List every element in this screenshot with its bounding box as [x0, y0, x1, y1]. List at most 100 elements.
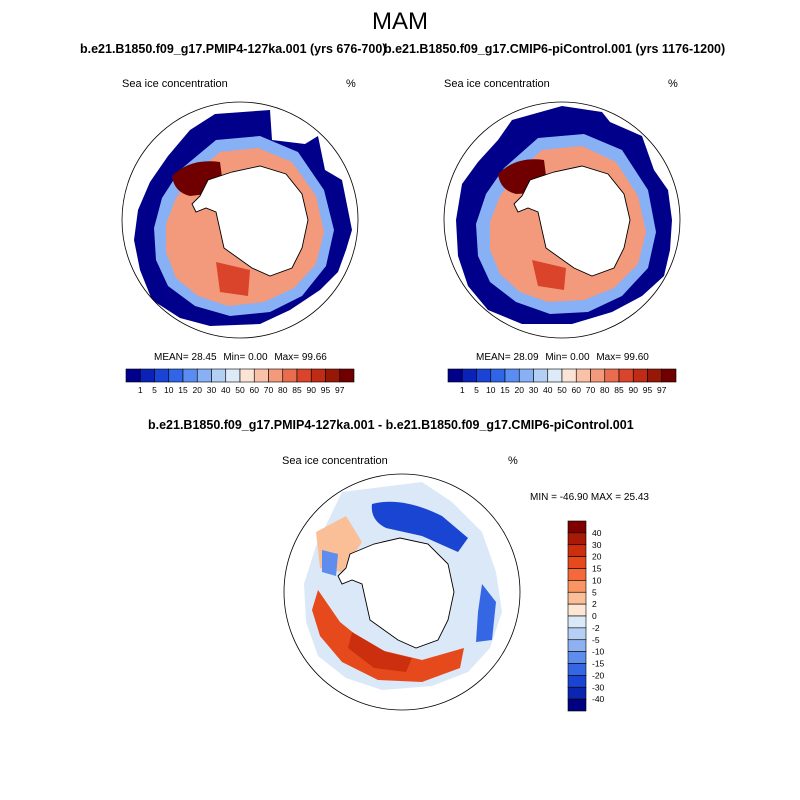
panel3-units-label: % [508, 455, 518, 467]
colorbar-tick-label: 10 [164, 385, 174, 395]
colorbar-swatch [533, 368, 549, 383]
colorbar-tick-label: 30 [529, 385, 539, 395]
colorbar-tick-label: 20 [592, 552, 602, 562]
panel3-min-max: MIN = -46.90 MAX = 25.43 [530, 492, 649, 503]
colorbar-swatch [567, 686, 587, 700]
colorbar-tick-label: 15 [500, 385, 510, 395]
panel1-stats: MEAN= 28.45 Min= 0.00 Max= 99.66 [154, 352, 327, 363]
panel3-anomaly-blue-east [476, 584, 496, 642]
colorbar-tick-label: 10 [592, 575, 602, 585]
colorbar-swatch [139, 368, 155, 383]
colorbar-swatch [590, 368, 606, 383]
colorbar-swatch [567, 580, 587, 593]
colorbar-tick-label: 2 [592, 599, 597, 609]
colorbar-swatch [567, 675, 587, 688]
colorbar-tick-label: 97 [335, 385, 345, 395]
colorbar-tick-label: -40 [592, 694, 605, 704]
colorbar-swatch [490, 368, 506, 383]
panel3-map [283, 473, 521, 711]
colorbar-tick-label: 15 [592, 564, 602, 574]
colorbar-tick-label: 85 [614, 385, 624, 395]
panel1-colorbar: 1 5 10 15 20 30 40 50 60 70 80 85 90 95 97 [125, 368, 355, 395]
colorbar-tick-label: 40 [592, 528, 602, 538]
colorbar-swatch [310, 368, 326, 383]
panel2-map [443, 101, 681, 339]
panel2-map-border [443, 101, 681, 339]
colorbar-tick-label: 97 [657, 385, 667, 395]
colorbar-tick-label: 1 [460, 385, 465, 395]
panel3-antarctica [337, 537, 455, 649]
colorbar-tick-label: 85 [292, 385, 302, 395]
colorbar-tick-label: -2 [592, 623, 600, 633]
panel3-variable-label: Sea ice concentration [282, 455, 388, 467]
colorbar-tick-label: -20 [592, 670, 605, 680]
panel2-stats: MEAN= 28.09 Min= 0.00 Max= 99.60 [476, 352, 649, 363]
colorbar-swatch [325, 368, 341, 383]
colorbar-tick-label: 20 [515, 385, 525, 395]
panel1-antarctica [191, 165, 309, 277]
colorbar-tick-label: -30 [592, 682, 605, 692]
colorbar-swatch [567, 627, 587, 641]
panel1-ice-ross [216, 262, 250, 296]
colorbar-swatch [282, 368, 298, 383]
colorbar-tick-label: 60 [250, 385, 260, 395]
colorbar-swatch [447, 368, 463, 383]
colorbar-swatch [567, 544, 587, 557]
colorbar-swatch [561, 368, 577, 383]
colorbar-tick-label: -15 [592, 659, 605, 669]
colorbar-tick-label: 95 [321, 385, 331, 395]
colorbar-tick-label: 5 [152, 385, 157, 395]
colorbar-tick-label: 30 [207, 385, 217, 395]
colorbar-tick-label: 90 [629, 385, 639, 395]
colorbar-tick-label: 60 [572, 385, 582, 395]
panel3-anomaly-red-south [312, 590, 464, 682]
panel2-variable-label: Sea ice concentration [444, 78, 550, 90]
colorbar-tick-label: 30 [592, 540, 602, 550]
colorbar-tick-label: 5 [474, 385, 479, 395]
panel2-units-label: % [668, 78, 678, 90]
panel2-colorbar: 1 5 10 15 20 30 40 50 60 70 80 85 90 95 97 [447, 368, 677, 395]
colorbar-tick-label: 95 [643, 385, 653, 395]
colorbar-tick-label: 80 [278, 385, 288, 395]
colorbar-swatch [567, 568, 587, 581]
panel1-title: b.e21.B1850.f09_g17.PMIP4-127ka.001 (yrs… [80, 42, 387, 56]
colorbar-swatch [196, 368, 212, 383]
colorbar-tick-label: 20 [193, 385, 203, 395]
panel1-variable-label: Sea ice concentration [122, 78, 228, 90]
colorbar-swatch [125, 368, 141, 383]
colorbar-swatch [567, 639, 587, 652]
colorbar-tick-label: -10 [592, 647, 605, 657]
panel2-antarctica [513, 165, 631, 277]
colorbar-swatch [518, 368, 534, 383]
colorbar-tick-label: 40 [543, 385, 553, 395]
colorbar-tick-label: 1 [138, 385, 143, 395]
colorbar-swatch [547, 368, 563, 383]
colorbar-tick-label: 5 [592, 587, 597, 597]
colorbar-swatch [567, 663, 587, 676]
panel1-map-border [121, 101, 359, 339]
colorbar-swatch [567, 591, 587, 605]
colorbar-tick-label: 10 [486, 385, 496, 395]
colorbar-swatch [567, 651, 587, 664]
colorbar-tick-label: 40 [221, 385, 231, 395]
colorbar-tick-label: 90 [307, 385, 317, 395]
colorbar-swatch [647, 368, 663, 383]
colorbar-swatch [604, 368, 620, 383]
colorbar-swatch [575, 368, 591, 383]
panel3-anomaly-darkred [348, 632, 412, 672]
colorbar-swatch [168, 368, 184, 383]
colorbar-swatch [296, 368, 312, 383]
colorbar-swatch [461, 368, 477, 383]
colorbar-swatch [253, 368, 269, 383]
colorbar-swatch [504, 368, 520, 383]
colorbar-tick-label: 15 [178, 385, 188, 395]
colorbar-tick-label: 50 [557, 385, 567, 395]
panel1-units-label: % [346, 78, 356, 90]
colorbar-swatch [268, 368, 284, 383]
panel2-ice-ross [532, 260, 566, 290]
colorbar-swatch [182, 368, 198, 383]
panel3-anomaly-blue-west [322, 550, 338, 576]
colorbar-tick-label: 70 [264, 385, 274, 395]
colorbar-swatch [567, 532, 587, 546]
